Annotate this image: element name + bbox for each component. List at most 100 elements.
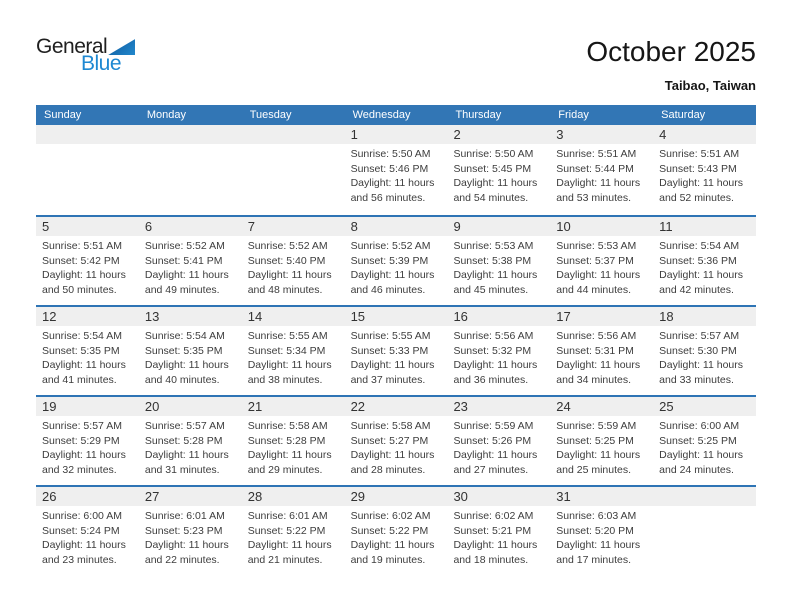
- sunrise-text: Sunrise: 6:01 AM: [247, 510, 328, 522]
- day-number: 29: [350, 489, 366, 504]
- daylight-text: Daylight: 11 hours: [144, 539, 229, 551]
- daylight-text: Daylight: 11 hours: [350, 177, 435, 189]
- daylight-text: Daylight: 11 hours: [350, 539, 435, 551]
- sunset-text: Sunset: 5:46 PM: [350, 162, 429, 175]
- day-cell-details: Sunrise: 5:55 AM Sunset: 5:34 PM Daylight:…: [242, 326, 345, 387]
- day-cell-7: 7 Sunrise: 5:52 AM Sunset: 5:40 PM Daylight…: [241, 217, 345, 305]
- day-cell-12: 12 Sunrise: 5:54 AM Sunset: 5:35 PM Dayligh…: [36, 307, 139, 395]
- daylight-text: Daylight: 11 hours: [247, 359, 332, 371]
- weekday-header-cell-monday: Monday: [146, 109, 186, 121]
- day-number-band: 27: [138, 487, 242, 506]
- day-number: 24: [556, 399, 571, 414]
- day-cell-24: 24 Sunrise: 5:59 AM Sunset: 5:25 PM Dayligh…: [550, 397, 654, 485]
- general-blue-logo: General Blue: [36, 35, 136, 74]
- day-number-band: 11: [653, 217, 757, 236]
- day-cell-26: 26 Sunrise: 6:00 AM Sunset: 5:24 PM Dayligh…: [36, 487, 139, 575]
- calendar-grid: 1 Sunrise: 5:50 AM Sunset: 5:46 PM Daylight…: [36, 125, 757, 575]
- day-cell-details: Sunrise: 5:54 AM Sunset: 5:36 PM Daylight:…: [653, 236, 756, 297]
- day-number: 21: [247, 399, 263, 414]
- sunset-text: Sunset: 5:39 PM: [350, 254, 429, 267]
- daylight-text: Daylight: 11 hours: [247, 449, 332, 461]
- day-number-band: 24: [550, 397, 654, 416]
- sunrise-text: Sunrise: 5:52 AM: [247, 240, 328, 252]
- day-cell-6: 6 Sunrise: 5:52 AM Sunset: 5:41 PM Daylight…: [138, 217, 242, 305]
- sunset-text: Sunset: 5:25 PM: [556, 434, 634, 447]
- sunrise-text: Sunrise: 5:56 AM: [453, 330, 534, 342]
- sunset-text: Sunset: 5:29 PM: [42, 434, 120, 447]
- daylight-text: Daylight: 11 hours: [556, 359, 641, 371]
- day-number-band: 12: [36, 307, 139, 326]
- day-cell-11: 11 Sunrise: 5:54 AM Sunset: 5:36 PM Dayligh…: [653, 217, 757, 305]
- logo-word-general: General: [36, 35, 108, 58]
- day-cell-25: 25 Sunrise: 6:00 AM Sunset: 5:25 PM Dayligh…: [653, 397, 757, 485]
- empty-day-cell: [653, 487, 757, 575]
- day-number-band: 29: [344, 487, 448, 506]
- sunrise-text: Sunrise: 5:55 AM: [350, 330, 431, 342]
- day-number-band: 23: [447, 397, 551, 416]
- day-number: 17: [556, 309, 571, 324]
- day-cell-details: Sunrise: 5:54 AM Sunset: 5:35 PM Daylight:…: [36, 326, 139, 387]
- sunrise-text: Sunrise: 5:50 AM: [350, 148, 431, 160]
- day-cell-details: Sunrise: 5:54 AM Sunset: 5:35 PM Daylight:…: [139, 326, 242, 387]
- day-cell-details: Sunrise: 5:59 AM Sunset: 5:26 PM Daylight:…: [447, 416, 550, 477]
- sunrise-text: Sunrise: 5:57 AM: [659, 330, 740, 342]
- sunrise-text: Sunrise: 5:50 AM: [453, 148, 534, 160]
- day-cell-details: Sunrise: 5:57 AM Sunset: 5:28 PM Daylight:…: [139, 416, 242, 477]
- empty-day-cell: [138, 125, 242, 215]
- day-number-band: 4: [653, 125, 757, 144]
- day-number-band: 22: [344, 397, 448, 416]
- day-number-band: [241, 125, 345, 144]
- day-number: 26: [42, 489, 57, 504]
- weekday-header-cell-tuesday: Tuesday: [249, 109, 292, 121]
- daylight-text: Daylight: 11 hours: [453, 177, 538, 189]
- sunrise-text: Sunrise: 5:56 AM: [556, 330, 637, 342]
- day-number: 31: [556, 489, 571, 504]
- sunset-text: Sunset: 5:22 PM: [247, 524, 326, 537]
- page-header: General Blue October 2025 Taibao, Taiwan: [0, 0, 792, 93]
- daylight-text-cont: and 53 minutes.: [556, 191, 632, 204]
- day-cell-details: Sunrise: 6:03 AM Sunset: 5:20 PM Daylight:…: [550, 506, 653, 567]
- day-cell-details: Sunrise: 5:53 AM Sunset: 5:38 PM Daylight:…: [447, 236, 550, 297]
- empty-day-cell: [241, 125, 345, 215]
- day-cell-details: Sunrise: 5:52 AM Sunset: 5:39 PM Daylight:…: [345, 236, 448, 297]
- daylight-text-cont: and 41 minutes.: [42, 373, 117, 386]
- title-block: October 2025 Taibao, Taiwan: [586, 36, 756, 93]
- daylight-text: Daylight: 11 hours: [350, 449, 435, 461]
- day-cell-22: 22 Sunrise: 5:58 AM Sunset: 5:27 PM Dayligh…: [344, 397, 448, 485]
- day-cell-13: 13 Sunrise: 5:54 AM Sunset: 5:35 PM Dayligh…: [138, 307, 242, 395]
- day-cell-21: 21 Sunrise: 5:58 AM Sunset: 5:28 PM Dayligh…: [241, 397, 345, 485]
- sunrise-text: Sunrise: 5:51 AM: [556, 148, 637, 160]
- day-cell-details: Sunrise: 6:02 AM Sunset: 5:21 PM Daylight:…: [447, 506, 550, 567]
- week-row: 1 Sunrise: 5:50 AM Sunset: 5:46 PM Daylight…: [36, 125, 757, 215]
- day-cell-16: 16 Sunrise: 5:56 AM Sunset: 5:32 PM Dayligh…: [447, 307, 551, 395]
- sunset-text: Sunset: 5:27 PM: [350, 434, 429, 447]
- page-title: October 2025: [586, 36, 756, 67]
- day-cell-19: 19 Sunrise: 5:57 AM Sunset: 5:29 PM Dayligh…: [36, 397, 139, 485]
- day-number-band: 15: [344, 307, 448, 326]
- day-number-band: 17: [550, 307, 654, 326]
- daylight-text-cont: and 17 minutes.: [556, 553, 632, 566]
- sunset-text: Sunset: 5:25 PM: [659, 434, 737, 447]
- day-number: 28: [247, 489, 263, 504]
- sunset-text: Sunset: 5:21 PM: [453, 524, 532, 537]
- day-number: 11: [659, 219, 673, 234]
- day-cell-8: 8 Sunrise: 5:52 AM Sunset: 5:39 PM Daylight…: [344, 217, 448, 305]
- day-cell-details: Sunrise: 6:01 AM Sunset: 5:22 PM Daylight:…: [242, 506, 345, 567]
- day-number: 18: [659, 309, 674, 324]
- sunset-text: Sunset: 5:35 PM: [144, 344, 223, 357]
- day-cell-details: Sunrise: 5:56 AM Sunset: 5:32 PM Daylight:…: [447, 326, 550, 387]
- daylight-text: Daylight: 11 hours: [350, 269, 435, 281]
- sunrise-text: Sunrise: 5:51 AM: [42, 240, 122, 252]
- sunrise-text: Sunrise: 5:57 AM: [144, 420, 225, 432]
- day-cell-14: 14 Sunrise: 5:55 AM Sunset: 5:34 PM Dayligh…: [241, 307, 345, 395]
- daylight-text: Daylight: 11 hours: [659, 269, 744, 281]
- daylight-text: Daylight: 11 hours: [42, 269, 126, 281]
- daylight-text: Daylight: 11 hours: [144, 269, 229, 281]
- day-number-band: 5: [36, 217, 139, 236]
- week-row: 19 Sunrise: 5:57 AM Sunset: 5:29 PM Dayligh…: [36, 395, 757, 485]
- week-row: 26 Sunrise: 6:00 AM Sunset: 5:24 PM Dayligh…: [36, 485, 757, 575]
- sunrise-text: Sunrise: 5:59 AM: [453, 420, 534, 432]
- daylight-text: Daylight: 11 hours: [453, 359, 538, 371]
- day-number-band: 18: [653, 307, 757, 326]
- day-number-band: 9: [447, 217, 551, 236]
